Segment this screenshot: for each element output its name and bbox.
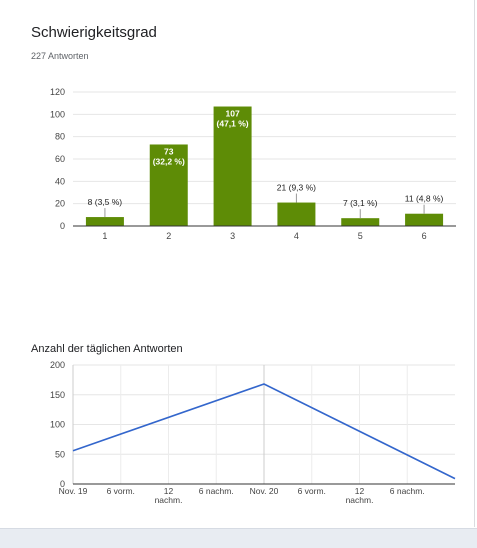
- y-tick-label: 80: [55, 132, 65, 142]
- daily-responses-line-chart: 0 50 100 150 200 Nov. 19 6 vorm. 12 nachm. 6 nach…: [50, 360, 456, 505]
- y-tick-label: 0: [60, 221, 65, 231]
- bar: [85, 217, 124, 226]
- response-count: 227 Antworten: [31, 51, 89, 61]
- x-tick-label: 12 nachm.: [155, 486, 183, 505]
- y-tick-label: 50: [55, 449, 65, 459]
- response-summary-card: Schwierigkeitsgrad 227 Antworten 0 20 40 60…: [31, 0, 475, 527]
- data-label: 8 (3,5 %): [88, 197, 123, 207]
- y-tick-label: 100: [50, 420, 65, 430]
- x-tick-label: 6 vorm.: [298, 486, 326, 496]
- y-tick-label: 120: [50, 87, 65, 97]
- y-tick-label: 40: [55, 176, 65, 186]
- difficulty-bar-chart: 0 20 40 60 80 100 120 8 (3,5 %) 1 73 (32,2 %) 2 107(…: [50, 87, 456, 241]
- bottom-bar: [0, 528, 477, 548]
- x-tick-label: 6 nachm.: [390, 486, 425, 496]
- x-tick-label: 6 nachm.: [199, 486, 234, 496]
- data-label: 73 (32,2 %): [153, 146, 185, 166]
- question-title: Schwierigkeitsgrad: [31, 24, 157, 41]
- x-tick-label: 12 nachm.: [346, 486, 374, 505]
- bar: [405, 213, 444, 226]
- x-tick-label: 4: [294, 231, 299, 241]
- y-tick-label: 100: [50, 109, 65, 119]
- y-tick-label: 20: [55, 199, 65, 209]
- y-tick-label: 0: [60, 479, 65, 489]
- y-tick-label: 200: [50, 360, 65, 370]
- x-tick-label: 1: [102, 231, 107, 241]
- x-tick-label: Nov. 19: [59, 486, 88, 496]
- x-tick-label: 2: [166, 231, 171, 241]
- x-tick-label: Nov. 20: [250, 486, 279, 496]
- x-tick-label: 5: [358, 231, 363, 241]
- daily-responses-title: Anzahl der täglichen Antworten: [31, 343, 183, 355]
- data-label: 11 (4,8 %): [405, 194, 444, 204]
- x-tick-label: 6: [422, 231, 427, 241]
- series-line: [72, 383, 456, 480]
- data-label: 21 (9,3 %): [277, 183, 316, 193]
- y-tick-label: 150: [50, 390, 65, 400]
- data-label: 7 (3,1 %): [343, 198, 378, 208]
- x-tick-label: 3: [230, 231, 235, 241]
- data-label: 107 (47,1 %): [217, 109, 249, 129]
- x-tick-label: 6 vorm.: [107, 486, 135, 496]
- bar: [213, 106, 252, 226]
- bar: [149, 144, 188, 226]
- bar: [277, 202, 316, 226]
- y-tick-label: 60: [55, 154, 65, 164]
- bar: [341, 218, 380, 226]
